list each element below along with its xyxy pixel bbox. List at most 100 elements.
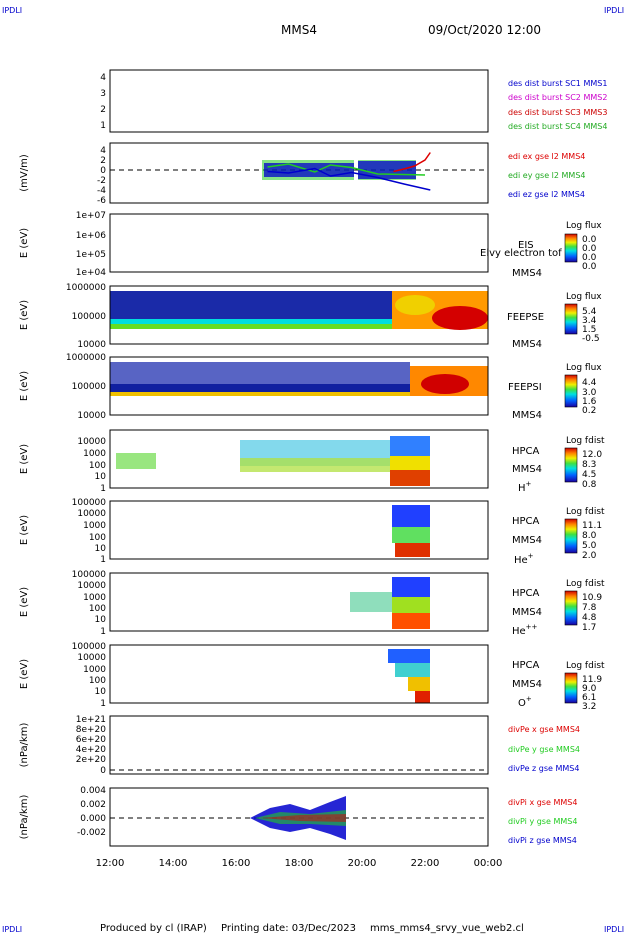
y-tick-label: 100000 — [72, 570, 107, 580]
y-axis-label: (nPa/km) — [19, 723, 30, 768]
instrument-label: HPCA — [512, 660, 540, 671]
y-tick-label: 100 — [89, 604, 106, 614]
y-tick-label: 4 — [100, 146, 106, 156]
y-axis-label: E (eV) — [19, 371, 30, 401]
panel-frame — [109, 69, 489, 133]
divpi-x-band — [260, 814, 346, 822]
y-tick-label: 8e+20 — [76, 725, 107, 735]
spectrogram-region — [392, 613, 430, 629]
colorbar-title: Log fdist — [566, 661, 605, 671]
y-tick-label: -4 — [97, 186, 106, 196]
y-tick-label: -2 — [97, 176, 106, 186]
spectrogram-region — [392, 527, 430, 543]
panel-frame — [109, 213, 489, 273]
y-tick-label: 4 — [100, 73, 106, 83]
spectrogram-region — [390, 436, 430, 456]
legend-entry: des dist burst SC4 MMS4 — [508, 122, 607, 131]
colorbar-tick: 4.8 — [582, 613, 597, 623]
spectrogram-region — [388, 649, 430, 663]
corner-label-bl: IPDLI — [2, 925, 22, 934]
colorbar-tick: 1.5 — [582, 325, 596, 335]
colorbar-tick: 10.9 — [582, 593, 602, 603]
spacecraft-label: MMS4 — [512, 339, 542, 350]
panel-frame — [109, 572, 489, 632]
y-tick-label: 100 — [89, 533, 106, 543]
legend-entry: divPi y gse MMS4 — [508, 817, 577, 826]
colorbar — [564, 518, 578, 554]
y-tick-label: 100 — [89, 676, 106, 686]
panel-frame — [109, 787, 489, 847]
corner-label-tr: IPDLI — [604, 6, 624, 15]
spectrogram-region — [110, 384, 410, 392]
ion-label: O+ — [518, 695, 532, 709]
spectrogram-region — [395, 295, 435, 315]
y-tick-label: 1000 — [83, 449, 106, 459]
colorbar — [564, 374, 578, 408]
time-tick-label: 16:00 — [222, 858, 251, 869]
colorbar-tick: 0.0 — [582, 244, 597, 254]
ion-label: He++ — [512, 623, 538, 637]
panel-des-dist: 4 3 2 1 des dist burst SC1 MMS1 des dist… — [100, 69, 607, 133]
colorbar-tick: 4.5 — [582, 470, 596, 480]
footer-printing-date: Printing date: 03/Dec/2023 — [221, 923, 356, 934]
y-tick-label: 10000 — [77, 509, 106, 519]
panel-frame — [109, 644, 489, 704]
y-tick-label: 1e+04 — [76, 268, 107, 278]
time-tick-label: 22:00 — [411, 858, 440, 869]
colorbar — [564, 590, 578, 626]
spacecraft-label: MMS4 — [512, 410, 542, 421]
y-tick-label: 6e+20 — [76, 735, 107, 745]
y-tick-label: 1 — [100, 121, 106, 131]
y-tick-label: 0.000 — [80, 814, 106, 824]
legend-entry: edi ex gse l2 MMS4 — [508, 152, 585, 161]
y-tick-label: 10000 — [77, 411, 106, 421]
y-tick-label: 4e+20 — [76, 745, 107, 755]
spacecraft-label: MMS4 — [512, 679, 542, 690]
y-tick-label: 1000000 — [66, 283, 106, 293]
spacecraft-label: MMS4 — [512, 607, 542, 618]
colorbar-tick: 8.0 — [582, 531, 597, 541]
y-tick-label: 1e+06 — [76, 231, 107, 241]
panel-hpca-he2: 100000 10000 1000 100 10 1 E (eV) HPCA M… — [19, 570, 605, 637]
y-tick-label: 0 — [100, 166, 106, 176]
colorbar-tick: 12.0 — [582, 450, 602, 460]
colorbar-tick: 11.1 — [582, 521, 602, 531]
y-tick-label: 1000 — [83, 521, 106, 531]
y-tick-label: 1000 — [83, 665, 106, 675]
y-tick-label: 1 — [100, 484, 106, 494]
overlay-label: Elvy electron tof — [480, 248, 562, 259]
panel-hpca-he1: 100000 10000 1000 100 10 1 E (eV) HPCA M… — [19, 498, 605, 566]
colorbar-tick: 0.8 — [582, 480, 597, 490]
y-tick-label: 1e+05 — [76, 250, 106, 260]
spacecraft-label: MMS4 — [512, 464, 542, 475]
colorbar-title: Log fdist — [566, 579, 605, 589]
legend-entry: des dist burst SC1 MMS1 — [508, 79, 607, 88]
spectrogram-region — [392, 597, 430, 613]
instrument-label: HPCA — [512, 516, 540, 527]
spectrogram-region — [110, 362, 410, 384]
spectrogram-region — [110, 319, 392, 324]
legend-entry: des dist burst SC2 MMS2 — [508, 93, 607, 102]
colorbar-tick: 3.4 — [582, 316, 597, 326]
panel-frame — [109, 715, 489, 775]
panel-hpca-h: 10000 1000 100 10 1 E (eV) HPCA MMS4 H+ … — [19, 429, 605, 494]
header-mission: MMS4 — [281, 23, 317, 37]
time-tick-label: 00:00 — [474, 858, 503, 869]
colorbar — [564, 303, 578, 335]
colorbar-tick: 1.6 — [582, 397, 597, 407]
y-tick-label: 10000 — [77, 653, 106, 663]
y-axis-label: E (eV) — [19, 515, 30, 545]
y-axis-label: (mV/m) — [19, 154, 30, 192]
y-tick-label: 1 — [100, 699, 106, 709]
ion-label: He+ — [514, 552, 534, 566]
y-tick-label: 10000 — [77, 340, 106, 350]
instrument-label: EIS — [518, 240, 534, 251]
corner-label-tl: IPDLI — [2, 6, 22, 15]
time-tick-label: 14:00 — [159, 858, 188, 869]
y-tick-label: 100000 — [72, 642, 107, 652]
y-axis-label: E (eV) — [19, 228, 30, 258]
time-tick-label: 12:00 — [96, 858, 125, 869]
y-tick-label: 0.002 — [80, 800, 106, 810]
y-tick-label: 1000000 — [66, 353, 106, 363]
